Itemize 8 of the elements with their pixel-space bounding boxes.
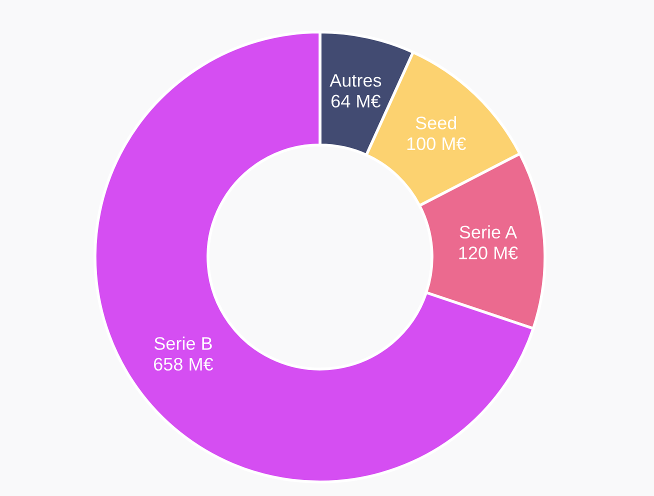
data-label: 100 M€ [407, 137, 466, 150]
slice-label: Seed [416, 116, 456, 130]
slice-label: Autres [330, 74, 382, 87]
data-label: 64 M€ [332, 94, 381, 108]
slice-label: Serie A [460, 225, 518, 239]
data-label: 658 M€ [154, 358, 214, 371]
data-label: 120 M€ [459, 246, 518, 260]
slice-label: Serie B [154, 336, 212, 350]
